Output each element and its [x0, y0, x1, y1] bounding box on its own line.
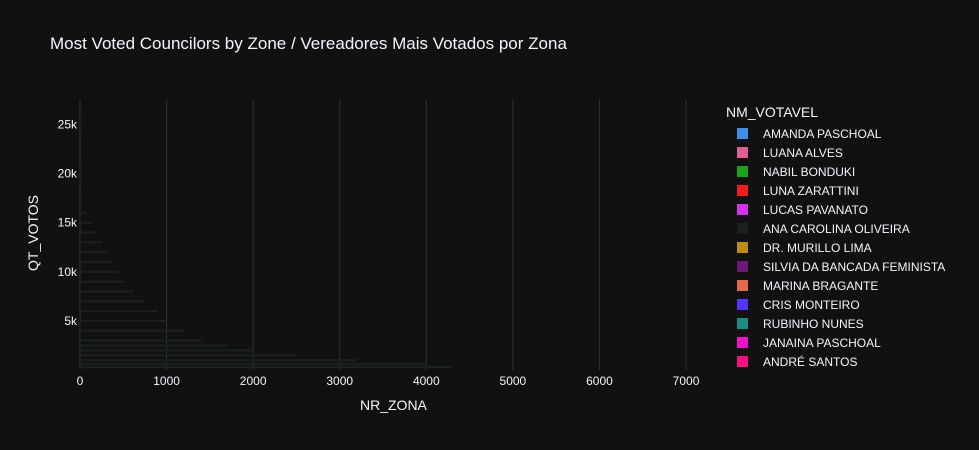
y-tick-label: 15k: [58, 216, 78, 230]
x-tick-label: 2000: [240, 374, 267, 388]
bar[interactable]: [80, 182, 82, 185]
x-axis-title: NR_ZONA: [360, 397, 427, 413]
chart-title: Most Voted Councilors by Zone / Vereador…: [50, 34, 567, 53]
legend-label: SILVIA DA BANCADA FEMINISTA: [763, 259, 946, 274]
x-tick-label: 1000: [153, 374, 180, 388]
legend-label: AMANDA PASCHOAL: [763, 126, 882, 141]
legend-item[interactable]: NABIL BONDUKI: [726, 162, 945, 181]
legend-swatch: [737, 261, 748, 272]
legend-item[interactable]: LUANA ALVES: [726, 143, 945, 162]
legend-label: RUBINHO NUNES: [763, 316, 864, 331]
bar[interactable]: [80, 270, 119, 273]
y-tick-label: 5k: [64, 314, 78, 328]
bar[interactable]: [80, 309, 158, 313]
legend-items: AMANDA PASCHOAL LUANA ALVES NABIL BONDUKI L…: [726, 124, 945, 371]
bar[interactable]: [80, 354, 297, 357]
bar[interactable]: [80, 280, 126, 283]
y-tick-label: 20k: [58, 167, 78, 181]
bar[interactable]: [80, 290, 134, 293]
legend-swatch: [737, 299, 748, 310]
bars: [80, 103, 453, 369]
x-tick-label: 4000: [413, 374, 440, 388]
bar[interactable]: [80, 133, 81, 136]
legend-swatch: [737, 185, 748, 196]
bar[interactable]: [80, 231, 98, 234]
x-tick-label: 6000: [586, 374, 613, 388]
y-tick-label: 10k: [58, 265, 78, 279]
legend-label: DR. MURILLO LIMA: [763, 240, 872, 255]
bar[interactable]: [80, 201, 84, 205]
y-axis-title: QT_VOTOS: [25, 195, 41, 271]
legend-item[interactable]: ANA CAROLINA OLIVEIRA: [726, 219, 945, 238]
legend-label: ANA CAROLINA OLIVEIRA: [763, 221, 910, 236]
bar[interactable]: [80, 363, 427, 366]
legend-item[interactable]: MARINA BRAGANTE: [726, 276, 945, 295]
x-tick-label: 0: [77, 374, 84, 388]
legend-label: ANDRÉ SANTOS: [763, 354, 858, 369]
legend-swatch: [737, 318, 748, 329]
x-tick-label: 7000: [673, 374, 700, 388]
legend: NM_VOTAVEL AMANDA PASCHOAL LUANA ALVES NAB…: [726, 104, 945, 371]
legend-item[interactable]: CRIS MONTEIRO: [726, 295, 945, 314]
bar[interactable]: [80, 339, 202, 342]
legend-swatch: [737, 280, 748, 291]
legend-swatch: [737, 223, 748, 234]
legend-label: LUANA ALVES: [763, 145, 843, 160]
legend-swatch: [737, 128, 748, 139]
bar[interactable]: [80, 192, 83, 195]
legend-item[interactable]: LUCAS PAVANATO: [726, 200, 945, 219]
legend-item[interactable]: JANAINA PASCHOAL: [726, 333, 945, 352]
legend-label: LUNA ZARATTINI: [763, 183, 859, 198]
legend-label: NABIL BONDUKI: [763, 164, 856, 179]
bar[interactable]: [80, 300, 145, 303]
bar[interactable]: [80, 123, 81, 126]
bar[interactable]: [80, 359, 358, 362]
bar[interactable]: [80, 143, 81, 146]
legend-title: NM_VOTAVEL: [726, 104, 819, 120]
bar[interactable]: [80, 349, 254, 352]
bar[interactable]: [80, 344, 228, 347]
legend-swatch: [737, 356, 748, 367]
y-tick-label: 25k: [58, 118, 78, 132]
legend-label: LUCAS PAVANATO: [763, 202, 868, 217]
legend-item[interactable]: RUBINHO NUNES: [726, 314, 945, 333]
bar[interactable]: [80, 365, 453, 369]
x-tick-label: 5000: [500, 374, 527, 388]
bar[interactable]: [80, 162, 82, 165]
legend-item[interactable]: SILVIA DA BANCADA FEMINISTA: [726, 257, 945, 276]
bar[interactable]: [80, 319, 167, 323]
grid: [79, 100, 687, 370]
y-tick-labels: 5k 10k 15k 20k 25k: [58, 118, 78, 328]
legend-swatch: [737, 242, 748, 253]
bar[interactable]: [80, 152, 82, 156]
legend-label: JANAINA PASCHOAL: [763, 335, 881, 350]
x-tick-label: 3000: [326, 374, 353, 388]
bar[interactable]: [80, 172, 82, 175]
bar[interactable]: [80, 103, 81, 107]
bar[interactable]: [80, 251, 108, 254]
legend-item[interactable]: AMANDA PASCHOAL: [726, 124, 945, 143]
legend-item[interactable]: ANDRÉ SANTOS: [726, 352, 945, 371]
bar[interactable]: [80, 241, 103, 244]
x-tick-labels: 0 1000 2000 3000 4000 5000 6000 7000: [77, 374, 700, 388]
legend-swatch: [737, 337, 748, 348]
legend-swatch: [737, 147, 748, 158]
legend-label: CRIS MONTEIRO: [763, 297, 860, 312]
legend-label: MARINA BRAGANTE: [763, 278, 879, 293]
legend-swatch: [737, 166, 748, 177]
bar[interactable]: [80, 260, 113, 264]
bar[interactable]: [80, 221, 93, 224]
legend-item[interactable]: LUNA ZARATTINI: [726, 181, 945, 200]
legend-swatch: [737, 204, 748, 215]
legend-item[interactable]: DR. MURILLO LIMA: [726, 238, 945, 257]
bar[interactable]: [80, 211, 87, 215]
bar[interactable]: [80, 113, 81, 116]
bar[interactable]: [80, 329, 184, 332]
